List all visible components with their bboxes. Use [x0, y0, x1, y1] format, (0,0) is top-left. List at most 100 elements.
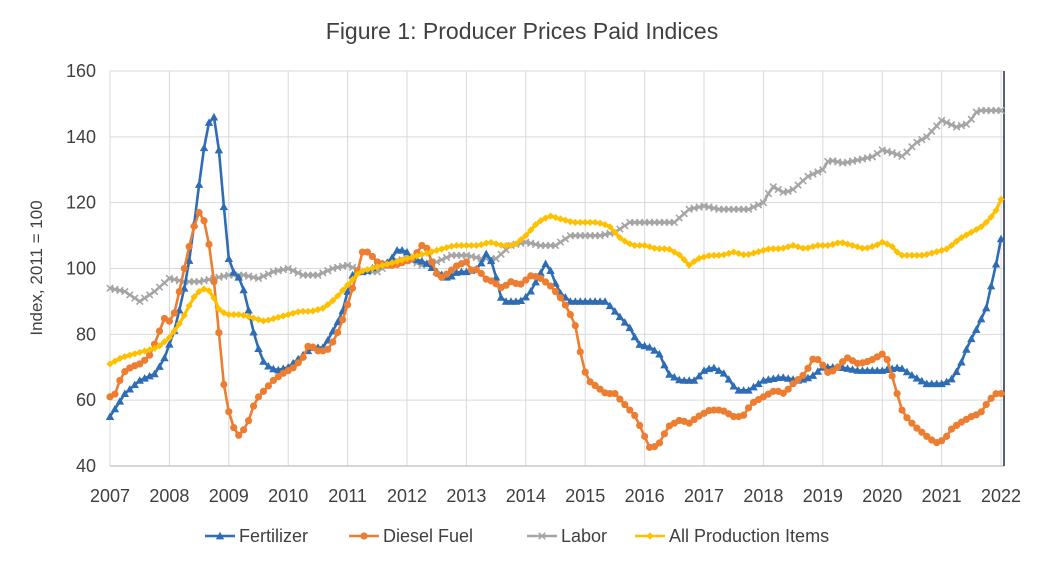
data-point-diesel-fuel	[462, 258, 471, 266]
data-point-labor	[744, 205, 753, 214]
data-point-fertilizer	[264, 361, 273, 370]
data-point-diesel-fuel	[136, 360, 144, 368]
data-point-labor	[764, 189, 773, 198]
data-point-diesel-fuel	[650, 443, 659, 451]
data-point-diesel-fuel	[259, 387, 268, 395]
data-point-diesel-fuel	[358, 248, 367, 256]
data-point-fertilizer	[155, 362, 164, 370]
data-point-fertilizer	[229, 268, 238, 276]
data-point-all-production-items	[675, 251, 683, 259]
data-point-diesel-fuel	[576, 348, 584, 356]
data-point-fertilizer	[714, 366, 724, 374]
data-point-all-production-items	[819, 241, 827, 250]
data-point-labor	[804, 172, 812, 181]
data-point-diesel-fuel	[997, 389, 1005, 398]
x-tick-label: 2018	[743, 486, 783, 506]
data-point-diesel-fuel	[784, 385, 792, 393]
data-point-fertilizer	[110, 404, 120, 413]
legend-label: Diesel Fuel	[383, 526, 473, 546]
data-point-diesel-fuel	[893, 389, 901, 398]
data-point-fertilizer	[343, 287, 352, 295]
data-point-fertilizer	[694, 371, 704, 380]
data-point-fertilizer	[269, 364, 278, 373]
data-point-diesel-fuel	[235, 431, 243, 439]
data-point-diesel-fuel	[180, 264, 188, 273]
data-point-diesel-fuel	[190, 222, 198, 230]
x-tick-label: 2022	[981, 486, 1021, 506]
data-point-all-production-items	[165, 334, 174, 342]
data-point-all-production-items	[373, 263, 381, 271]
data-point-all-production-items	[685, 261, 693, 269]
data-point-diesel-fuel	[769, 387, 777, 395]
data-point-diesel-fuel	[571, 321, 579, 330]
data-point-diesel-fuel	[264, 382, 273, 390]
data-point-all-production-items	[898, 251, 906, 259]
data-point-all-production-items	[269, 315, 277, 323]
data-point-all-production-items	[259, 317, 268, 325]
data-point-fertilizer	[783, 374, 793, 382]
data-point-diesel-fuel	[626, 406, 634, 414]
data-point-diesel-fuel	[918, 428, 926, 436]
data-point-all-production-items	[462, 241, 471, 250]
data-point-all-production-items	[522, 231, 530, 240]
data-point-all-production-items	[190, 293, 198, 301]
data-point-all-production-items	[150, 344, 159, 352]
data-point-all-production-items	[537, 217, 545, 225]
data-point-all-production-items	[546, 212, 555, 220]
data-point-all-production-items	[423, 249, 431, 257]
data-point-fertilizer	[754, 379, 763, 388]
data-point-all-production-items	[754, 248, 763, 256]
data-point-all-production-items	[517, 236, 525, 244]
data-point-all-production-items	[368, 264, 376, 272]
data-point-fertilizer	[516, 296, 526, 305]
data-point-diesel-fuel	[210, 278, 218, 286]
data-point-diesel-fuel	[447, 266, 456, 274]
data-point-all-production-items	[467, 241, 475, 250]
x-tick-label: 2008	[149, 486, 189, 506]
data-point-fertilizer	[972, 325, 981, 333]
data-point-all-production-items	[576, 218, 584, 227]
data-point-all-production-items	[146, 346, 154, 354]
legend-item-labor: Labor	[527, 526, 607, 546]
series-fertilizer	[105, 112, 1006, 420]
data-point-all-production-items	[873, 241, 881, 249]
data-point-diesel-fuel	[556, 294, 565, 302]
data-point-diesel-fuel	[611, 389, 619, 398]
data-point-diesel-fuel	[289, 364, 297, 372]
data-point-labor	[809, 170, 817, 178]
x-tick-labels: 2007 2008 2009 2010 2011 2012 2013 2014 2015 2016…	[90, 486, 1021, 506]
data-point-diesel-fuel	[546, 282, 555, 290]
data-point-all-production-items	[913, 251, 921, 259]
data-point-fertilizer	[234, 273, 243, 281]
data-point-labor	[145, 291, 154, 299]
data-point-all-production-items	[690, 257, 698, 266]
data-point-labor	[913, 138, 921, 147]
data-point-all-production-items	[304, 307, 312, 315]
data-point-all-production-items	[324, 301, 332, 309]
data-point-fertilizer	[165, 340, 174, 348]
data-point-all-production-items	[121, 352, 129, 361]
data-point-all-production-items	[210, 294, 218, 302]
x-tick-label: 2011	[328, 486, 367, 506]
data-point-labor	[254, 274, 263, 283]
data-point-all-production-items	[299, 307, 307, 315]
data-point-labor	[551, 241, 560, 250]
data-point-labor	[967, 115, 976, 124]
data-point-fertilizer	[219, 202, 229, 211]
legend-label: Labor	[561, 526, 607, 546]
data-point-all-production-items	[774, 245, 782, 253]
data-point-fertilizer	[981, 303, 991, 312]
data-point-all-production-items	[735, 249, 743, 258]
data-point-fertilizer	[660, 360, 669, 369]
data-point-fertilizer	[808, 371, 818, 379]
data-point-diesel-fuel	[363, 248, 372, 256]
data-point-all-production-items	[942, 245, 951, 253]
data-point-diesel-fuel	[616, 395, 624, 403]
data-point-all-production-items	[967, 228, 975, 236]
data-point-diesel-fuel	[744, 404, 753, 412]
legend-label: All Production Items	[669, 526, 829, 546]
data-point-all-production-items	[215, 305, 223, 313]
data-point-fertilizer	[224, 254, 234, 262]
data-point-diesel-fuel	[309, 343, 317, 351]
data-point-labor	[294, 269, 302, 277]
